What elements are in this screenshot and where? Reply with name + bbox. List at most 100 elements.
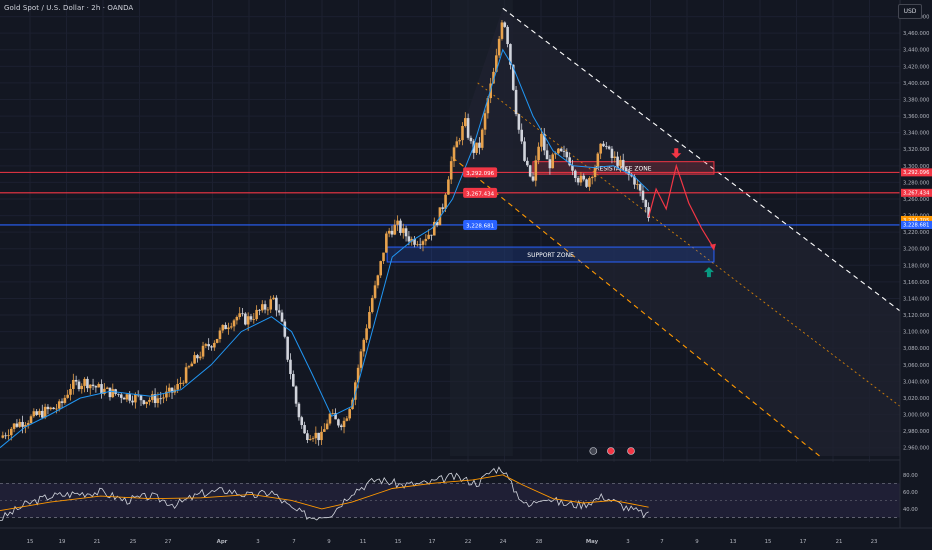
candle-body xyxy=(122,397,126,400)
candle-body xyxy=(435,221,439,226)
candle-body xyxy=(469,137,473,142)
rsi-tick-label: 40.00 xyxy=(903,507,918,513)
price-axis[interactable] xyxy=(900,0,932,550)
event-icon[interactable] xyxy=(627,447,635,455)
price-tick-label: 3,360.000 xyxy=(903,114,929,120)
candle-body xyxy=(167,387,171,392)
tag-resistance-2[interactable] xyxy=(463,187,498,198)
rsi-line[interactable] xyxy=(0,466,649,521)
candle-body xyxy=(506,26,509,45)
candle-body xyxy=(153,394,157,404)
candle-body xyxy=(311,438,315,440)
candle-body xyxy=(602,143,605,147)
candle-body xyxy=(244,313,247,325)
candle-body xyxy=(526,160,529,166)
candle-body xyxy=(565,151,569,158)
candle-body xyxy=(517,114,521,130)
candle-body xyxy=(196,355,199,359)
candle-body xyxy=(424,238,428,242)
candle-body xyxy=(486,98,490,114)
candle-body xyxy=(616,156,619,166)
candle-body xyxy=(255,309,258,320)
candle-body xyxy=(593,167,597,178)
candle-body xyxy=(542,133,546,151)
rsi-pane[interactable] xyxy=(0,462,900,526)
price-tick-label: 3,220.000 xyxy=(903,230,929,236)
label-current-price-text: 3,234.705 xyxy=(903,218,929,224)
time-tick-label: 19 xyxy=(59,539,66,545)
candle-body xyxy=(224,324,227,330)
candle-body xyxy=(461,125,464,141)
candle-body xyxy=(46,406,50,410)
candle-body xyxy=(455,141,459,148)
support-zone[interactable] xyxy=(386,246,715,263)
candle-body xyxy=(283,321,287,337)
candle-body xyxy=(413,238,416,245)
candle-body xyxy=(159,398,163,400)
event-icon[interactable] xyxy=(589,447,598,455)
candle-body xyxy=(401,228,405,233)
candle-body xyxy=(1,435,5,438)
time-tick-label: 7 xyxy=(660,539,663,545)
price-tick-label: 3,300.000 xyxy=(903,164,929,170)
rsi-signal-line[interactable] xyxy=(0,474,649,512)
candle-body xyxy=(277,310,281,313)
time-tick-label: 9 xyxy=(327,539,331,545)
tag-support[interactable] xyxy=(463,219,498,230)
candle-body xyxy=(314,432,318,439)
candle-body xyxy=(125,394,129,400)
channel-middle-line[interactable] xyxy=(477,82,901,407)
candle-body xyxy=(514,89,518,115)
candle-body xyxy=(88,384,92,389)
candle-body xyxy=(573,170,577,178)
candle-body xyxy=(105,387,109,389)
candle-body xyxy=(466,118,470,138)
candle-body xyxy=(503,22,507,27)
candle-body xyxy=(213,342,216,348)
candle-body xyxy=(520,129,524,142)
price-tick-label: 3,180.000 xyxy=(903,263,929,269)
candle-body xyxy=(599,143,602,154)
label-support[interactable] xyxy=(901,220,932,229)
event-icon[interactable] xyxy=(607,447,615,455)
candle-body xyxy=(328,413,332,424)
candle-body xyxy=(128,394,132,401)
channel-lower-line[interactable] xyxy=(452,157,820,457)
label-support-text: 3,228.681 xyxy=(903,223,929,229)
candle-body xyxy=(165,391,168,398)
candle-body xyxy=(588,178,591,187)
candle-body xyxy=(111,389,115,398)
candle-body xyxy=(427,234,430,239)
tag-resistance-1[interactable] xyxy=(463,167,498,178)
candle-body xyxy=(269,299,273,310)
candle-body xyxy=(356,367,360,383)
candle-body xyxy=(432,221,436,236)
candle-body xyxy=(252,319,256,320)
tag-resistance-2-text: 3,267.434 xyxy=(466,191,494,197)
candle-body xyxy=(418,244,422,246)
support-up-arrow[interactable] xyxy=(703,267,714,278)
candle-body xyxy=(148,399,151,402)
time-tick-label: 21 xyxy=(836,539,843,545)
candle-body xyxy=(410,238,414,242)
moving-average-line[interactable] xyxy=(0,48,649,449)
label-resistance-1[interactable] xyxy=(901,168,932,177)
time-axis[interactable] xyxy=(0,528,932,550)
currency-button[interactable]: USD xyxy=(898,4,922,19)
resistance-down-arrow[interactable] xyxy=(671,148,682,159)
channel-upper-line[interactable] xyxy=(502,7,901,312)
label-resistance-2[interactable] xyxy=(901,188,932,197)
candle-body xyxy=(139,395,143,401)
candle-body xyxy=(204,344,208,346)
candle-body xyxy=(528,165,532,177)
candle-body xyxy=(55,408,58,410)
candle-body xyxy=(331,413,335,414)
candle-body xyxy=(452,147,456,162)
candle-body xyxy=(585,179,588,187)
candle-body xyxy=(108,387,112,398)
time-tick-label: 17 xyxy=(429,539,436,545)
time-tick-label: 25 xyxy=(130,539,137,545)
candle-body xyxy=(393,224,397,235)
projection-path[interactable] xyxy=(648,163,715,250)
